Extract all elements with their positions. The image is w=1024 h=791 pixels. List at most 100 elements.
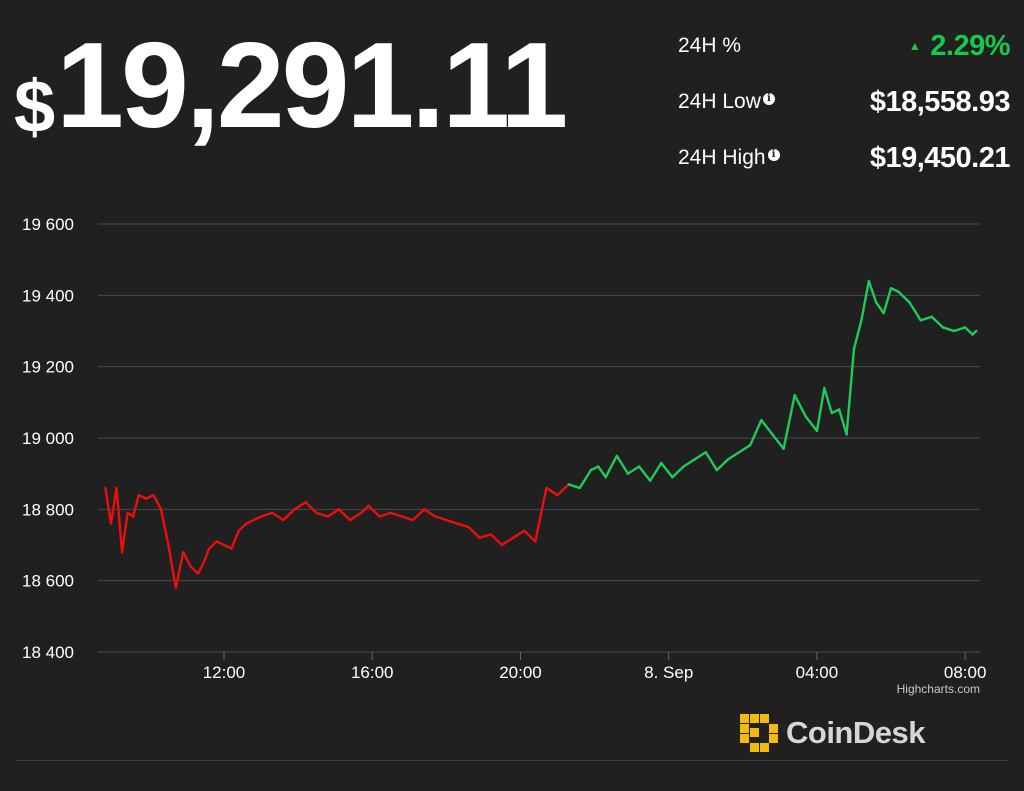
chart-grid — [98, 223, 980, 653]
line-segment — [852, 319, 863, 351]
line-segment — [919, 315, 934, 322]
line-segment — [174, 550, 185, 589]
line-segment — [144, 493, 155, 500]
x-tick-label: 8. Sep — [644, 663, 693, 682]
line-segment — [120, 511, 129, 554]
x-tick-label: 12:00 — [203, 663, 246, 682]
line-segment — [648, 461, 663, 482]
line-segment — [534, 486, 548, 543]
x-tick-label: 08:00 — [944, 663, 987, 682]
line-segment — [467, 525, 481, 540]
line-segment — [578, 468, 593, 490]
stat-value-high: $19,450.21 — [869, 141, 1011, 174]
line-segment — [860, 279, 871, 322]
stat-value-low: $18,558.93 — [869, 85, 1011, 118]
line-segment — [726, 451, 741, 461]
line-segment — [445, 518, 459, 525]
line-segment — [411, 508, 426, 522]
y-tick-label: 19 000 — [22, 429, 74, 448]
line-segment — [115, 486, 124, 554]
price-line — [104, 279, 978, 589]
line-segment — [545, 486, 559, 497]
line-segment — [615, 454, 630, 475]
line-segment — [137, 493, 148, 500]
stat-label: 24H High — [678, 146, 766, 169]
stat-label: 24H Low — [678, 90, 761, 113]
line-segment — [245, 518, 255, 525]
line-segment — [315, 511, 329, 518]
line-segment — [132, 493, 140, 518]
line-segment — [604, 454, 619, 479]
line-segment — [400, 515, 415, 522]
line-segment — [159, 508, 170, 547]
stat-value-percent: ▲ 2.29% — [908, 30, 1011, 63]
line-segment — [589, 465, 600, 472]
line-segment — [671, 465, 685, 479]
line-segment — [282, 508, 296, 522]
stat-24h-percent: 24H % ▲ 2.29% — [678, 18, 1010, 74]
line-segment — [259, 511, 274, 518]
stats-panel: 24H % ▲ 2.29% 24H Low i $18,558.93 24H H… — [678, 18, 1011, 186]
line-segment — [782, 394, 796, 450]
y-tick-label: 18 800 — [22, 500, 74, 519]
line-segment — [626, 465, 641, 475]
line-segment — [270, 511, 285, 522]
line-segment — [760, 418, 774, 436]
line-segment — [389, 511, 404, 518]
line-segment — [456, 522, 470, 529]
line-segment — [845, 347, 856, 436]
y-tick-label: 19 400 — [22, 286, 74, 305]
line-segment — [556, 483, 570, 497]
line-segment — [837, 408, 848, 436]
y-tick-label: 18 400 — [22, 643, 74, 662]
line-segment — [500, 536, 515, 547]
line-segment — [522, 529, 537, 543]
line-segment — [823, 386, 833, 415]
line-segment — [202, 547, 211, 565]
line-segment — [897, 290, 911, 304]
logo-text: CoinDesk — [786, 715, 925, 750]
line-segment — [304, 501, 318, 515]
info-icon[interactable]: i — [767, 149, 780, 161]
line-segment — [196, 561, 205, 575]
info-icon[interactable]: i — [762, 93, 775, 105]
stat-label-row: 24H Low i — [678, 90, 775, 114]
line-segment — [875, 301, 885, 315]
highcharts-credit[interactable]: Highcharts.com — [896, 682, 980, 696]
line-segment — [867, 279, 878, 304]
line-segment — [326, 508, 341, 518]
line-segment — [952, 326, 967, 333]
y-axis-labels: 18 400 18 600 18 800 19 000 19 200 19 400 19 6… — [22, 215, 74, 662]
x-axis-labels: 12:00 16:00 20:00 8. Sep 04:00 08:00 — [203, 652, 987, 682]
line-segment — [422, 508, 437, 518]
line-segment — [378, 511, 392, 518]
line-segment — [359, 504, 370, 515]
line-segment — [567, 483, 581, 490]
line-segment — [293, 501, 307, 511]
currency-symbol: $ — [14, 65, 55, 148]
line-segment — [337, 508, 352, 522]
line-segment — [434, 515, 448, 522]
coindesk-mark-icon — [740, 714, 778, 752]
line-segment — [511, 529, 526, 540]
line-segment — [489, 533, 504, 547]
line-segment — [637, 465, 652, 482]
line-segment — [963, 326, 974, 336]
line-segment — [682, 458, 696, 468]
up-triangle-icon: ▲ — [908, 39, 921, 53]
coindesk-logo: CoinDesk — [740, 714, 925, 752]
line-segment — [230, 529, 241, 550]
y-tick-label: 18 600 — [22, 572, 74, 591]
line-segment — [737, 443, 752, 454]
price-value: 19,291.11 — [56, 17, 568, 153]
stat-label: 24H % — [678, 34, 742, 57]
line-segment — [971, 329, 978, 336]
line-segment — [749, 418, 763, 447]
stat-label-row: 24H High i — [678, 146, 780, 170]
line-segment — [597, 465, 607, 479]
line-segment — [252, 515, 263, 522]
line-segment — [237, 522, 248, 532]
line-segment — [182, 550, 192, 568]
divider — [16, 760, 1008, 761]
